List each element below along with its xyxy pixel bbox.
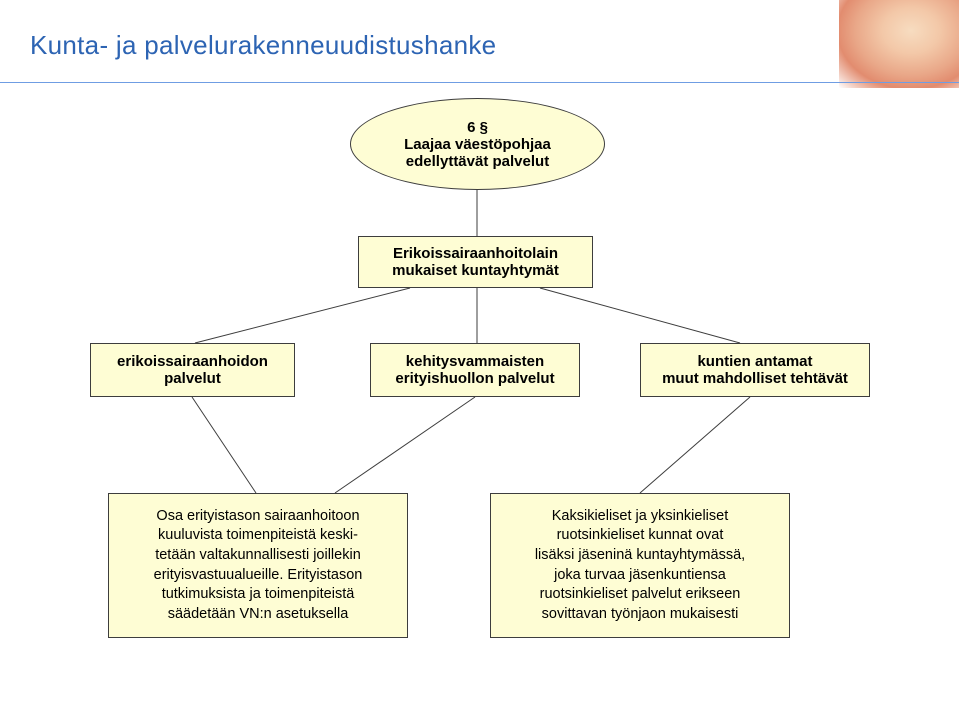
node-text-line: mukaiset kuntayhtymät <box>392 262 559 279</box>
node-text-line: joka turvaa jäsenkuntiensa <box>535 566 745 586</box>
page-header: Kunta- ja palvelurakenneuudistushanke <box>0 0 959 88</box>
header-title: Kunta- ja palvelurakenneuudistushanke <box>30 30 496 61</box>
node-text-line: erikoissairaanhoidon <box>117 353 268 370</box>
node-text-line: erityisvastuualueille. Erityistason <box>154 566 363 586</box>
node-bottom-right: Kaksikieliset ja yksinkielisetruotsinkie… <box>490 493 790 638</box>
header-rule <box>0 82 959 83</box>
node-text-line: sovittavan työnjaon mukaisesti <box>535 605 745 625</box>
node-text-line: Osa erityistason sairaanhoitoon <box>154 507 363 527</box>
diagram-edge <box>192 397 256 493</box>
node-left-box: erikoissairaanhoidonpalvelut <box>90 343 295 397</box>
diagram-area: 6 §Laajaa väestöpohjaaedellyttävät palve… <box>0 88 959 720</box>
node-text-line: kehitysvammaisten <box>395 353 554 370</box>
node-text-line: tutkimuksista ja toimenpiteistä <box>154 585 363 605</box>
node-text-line: säädetään VN:n asetuksella <box>154 605 363 625</box>
node-text-line: Kaksikieliset ja yksinkieliset <box>535 507 745 527</box>
node-text-line: tetään valtakunnallisesti joillekin <box>154 546 363 566</box>
node-text-line: ruotsinkieliset palvelut erikseen <box>535 585 745 605</box>
node-center-box: kehitysvammaistenerityishuollon palvelut <box>370 343 580 397</box>
node-text-line: muut mahdolliset tehtävät <box>662 370 848 387</box>
node-text-line: erityishuollon palvelut <box>395 370 554 387</box>
diagram-edge <box>195 288 410 343</box>
diagram-edge <box>540 288 740 343</box>
header-photo <box>839 0 959 88</box>
node-right-box: kuntien antamatmuut mahdolliset tehtävät <box>640 343 870 397</box>
node-text-line: lisäksi jäseninä kuntayhtymässä, <box>535 546 745 566</box>
node-bottom-left: Osa erityistason sairaanhoitoonkuuluvist… <box>108 493 408 638</box>
node-text-line: ruotsinkieliset kunnat ovat <box>535 526 745 546</box>
node-text-line: kuntien antamat <box>662 353 848 370</box>
node-text-line: Laajaa väestöpohjaa <box>404 136 551 153</box>
node-top-ellipse: 6 §Laajaa väestöpohjaaedellyttävät palve… <box>350 98 605 190</box>
node-text-line: Erikoissairaanhoitolain <box>392 245 559 262</box>
node-mid-box: Erikoissairaanhoitolainmukaiset kuntayht… <box>358 236 593 288</box>
diagram-edge <box>640 397 750 493</box>
node-text-line: palvelut <box>117 370 268 387</box>
diagram-edge <box>335 397 475 493</box>
node-text-line: 6 § <box>404 119 551 136</box>
node-text-line: edellyttävät palvelut <box>404 153 551 170</box>
node-text-line: kuuluvista toimenpiteistä keski- <box>154 526 363 546</box>
